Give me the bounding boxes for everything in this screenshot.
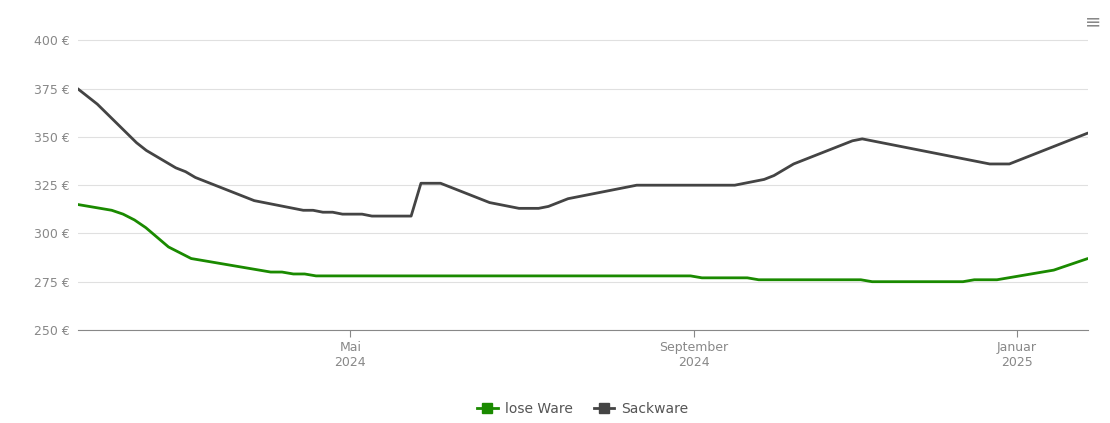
Text: ≡: ≡ xyxy=(1084,13,1101,32)
Legend: lose Ware, Sackware: lose Ware, Sackware xyxy=(472,397,694,422)
